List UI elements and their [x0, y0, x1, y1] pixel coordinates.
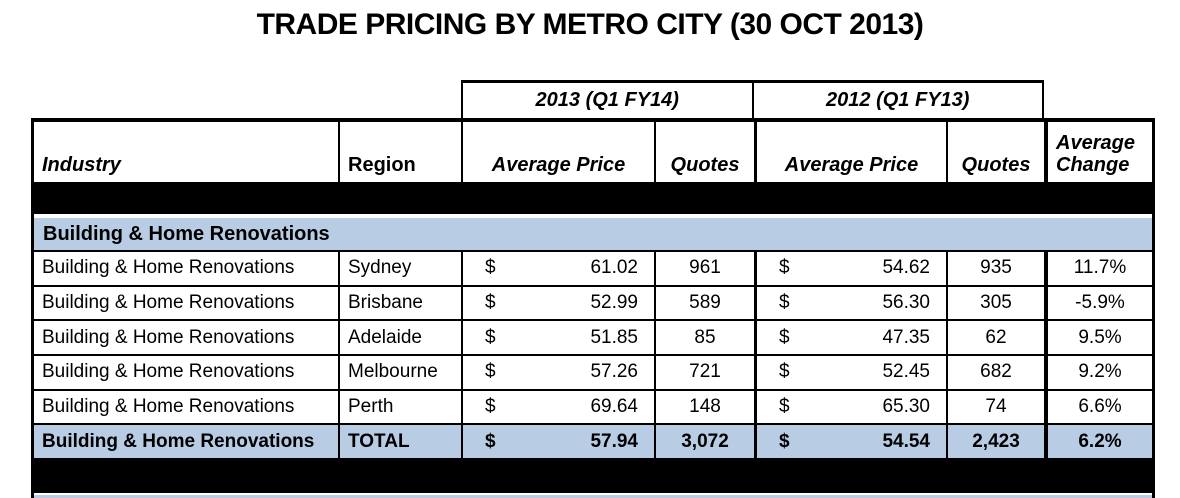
avg-price-2013-cell: $ 57.26	[461, 356, 654, 389]
industry-cell: Building & Home Renovations	[42, 292, 295, 313]
avg-price-2012-cell: $ 47.35	[754, 321, 946, 355]
currency-symbol: $	[485, 292, 496, 313]
avg-price-2012-cell: $ 65.30	[754, 390, 946, 424]
table-row-sydney: Building & Home Renovations Sydney $ 61.…	[34, 252, 1152, 285]
quotes-2013-cell: 148	[654, 390, 754, 424]
industry-cell: Building & Home Renovations	[42, 257, 295, 279]
avg-price-2013-value: 57.94	[590, 430, 638, 452]
region-cell: Brisbane	[338, 286, 461, 320]
industry-cell: Building & Home Renovations	[42, 326, 295, 348]
avg-price-2012-cell: $ 54.62	[754, 252, 946, 285]
region-cell: Perth	[338, 390, 461, 424]
avg-price-2012-cell: $ 54.54	[754, 425, 946, 459]
page-title: TRADE PRICING BY METRO CITY (30 OCT 2013…	[256, 8, 924, 41]
avg-price-2012-value: 54.54	[882, 430, 930, 452]
avg-price-2013-value: 57.26	[590, 361, 638, 383]
quotes-2012-cell: 62	[946, 321, 1044, 355]
currency-symbol: $	[779, 292, 790, 313]
quotes-2013-cell: 85	[654, 321, 754, 355]
avg-price-2013-cell: $ 52.99	[461, 286, 654, 320]
pricing-table: Industry Region Average Price Quotes Ave…	[31, 118, 1155, 498]
next-section-header-strip	[34, 495, 1152, 498]
avg-change-cell: 6.6%	[1044, 390, 1152, 424]
currency-symbol: $	[485, 430, 496, 452]
avg-price-2012-cell: $ 52.45	[754, 356, 946, 389]
avg-price-2013-cell: $ 69.64	[461, 390, 654, 424]
column-header-industry: Industry	[42, 154, 121, 176]
avg-price-2013-cell: $ 57.94	[461, 425, 654, 459]
avg-price-2013-value: 61.02	[590, 257, 638, 279]
currency-symbol: $	[485, 396, 496, 418]
currency-symbol: $	[485, 326, 496, 348]
table-row-adelaide: Building & Home Renovations Adelaide $ 5…	[34, 319, 1152, 355]
currency-symbol: $	[779, 430, 790, 452]
avg-change-cell: 9.2%	[1044, 356, 1152, 389]
row-gap	[34, 214, 1152, 218]
currency-symbol: $	[779, 257, 790, 279]
avg-price-2013-value: 51.85	[590, 326, 638, 348]
industry-cell: Building & Home Renovations	[42, 430, 315, 452]
industry-cell: Building & Home Renovations	[42, 361, 295, 383]
column-header-region: Region	[338, 122, 461, 182]
avg-price-2012-value: 47.35	[882, 326, 930, 348]
avg-price-2012-value: 52.45	[882, 361, 930, 383]
currency-symbol: $	[779, 396, 790, 418]
table-row-perth: Building & Home Renovations Perth $ 69.6…	[34, 388, 1152, 424]
region-cell: TOTAL	[338, 425, 461, 459]
avg-change-cell: 9.5%	[1044, 321, 1152, 355]
avg-price-2012-cell: $ 56.30	[754, 286, 946, 320]
avg-price-2013-cell: $ 61.02	[461, 252, 654, 285]
group-header-2012-q1-fy13: 2012 (Q1 FY13)	[751, 83, 1042, 118]
avg-change-cell: -5.9%	[1044, 286, 1152, 320]
quotes-2012-cell: 74	[946, 390, 1044, 424]
currency-symbol: $	[779, 361, 790, 383]
region-cell: Sydney	[338, 252, 461, 285]
currency-symbol: $	[779, 326, 790, 348]
currency-symbol: $	[485, 361, 496, 383]
avg-price-2012-value: 56.30	[882, 292, 930, 313]
column-header-row: Industry Region Average Price Quotes Ave…	[34, 122, 1152, 182]
quotes-2012-cell: 305	[946, 286, 1044, 320]
black-divider-band-top	[34, 182, 1152, 214]
avg-change-cell: 11.7%	[1044, 252, 1152, 285]
table-row-total: Building & Home Renovations TOTAL $ 57.9…	[34, 423, 1152, 459]
quotes-2012-cell: 2,423	[946, 425, 1044, 459]
column-header-avg-price-2012: Average Price	[754, 122, 946, 182]
avg-change-cell: 6.2%	[1044, 425, 1152, 459]
avg-price-2013-value: 52.99	[590, 292, 638, 313]
avg-price-2013-cell: $ 51.85	[461, 321, 654, 355]
avg-price-2012-value: 54.62	[882, 257, 930, 279]
quotes-2013-cell: 721	[654, 356, 754, 389]
data-rows: Building & Home Renovations Sydney $ 61.…	[34, 252, 1152, 459]
group-header-2013-q1-fy14: 2013 (Q1 FY14)	[463, 83, 752, 118]
quotes-2013-cell: 589	[654, 286, 754, 320]
avg-price-2013-value: 69.64	[590, 396, 638, 418]
table-row-brisbane: Building & Home Renovations Brisbane $ 5…	[34, 284, 1152, 320]
quotes-2012-cell: 935	[946, 252, 1044, 285]
column-header-avg-price-2013: Average Price	[461, 122, 654, 182]
industry-cell: Building & Home Renovations	[42, 396, 295, 418]
column-header-quotes-2012: Quotes	[946, 122, 1044, 182]
quotes-2013-cell: 3,072	[654, 425, 754, 459]
region-cell: Melbourne	[338, 356, 461, 389]
quotes-2012-cell: 682	[946, 356, 1044, 389]
table-row-melbourne: Building & Home Renovations Melbourne $ …	[34, 354, 1152, 389]
region-cell: Adelaide	[338, 321, 461, 355]
currency-symbol: $	[485, 257, 496, 279]
row-gap	[34, 493, 1152, 495]
year-group-header-row: 2013 (Q1 FY14) 2012 (Q1 FY13)	[461, 80, 1044, 118]
quotes-2013-cell: 961	[654, 252, 754, 285]
column-header-avg-change: Average Change	[1044, 122, 1152, 182]
avg-price-2012-value: 65.30	[882, 396, 930, 418]
black-divider-band-bottom	[34, 458, 1152, 493]
section-header-building-home-renovations: Building & Home Renovations	[34, 218, 1152, 252]
column-header-quotes-2013: Quotes	[654, 122, 754, 182]
